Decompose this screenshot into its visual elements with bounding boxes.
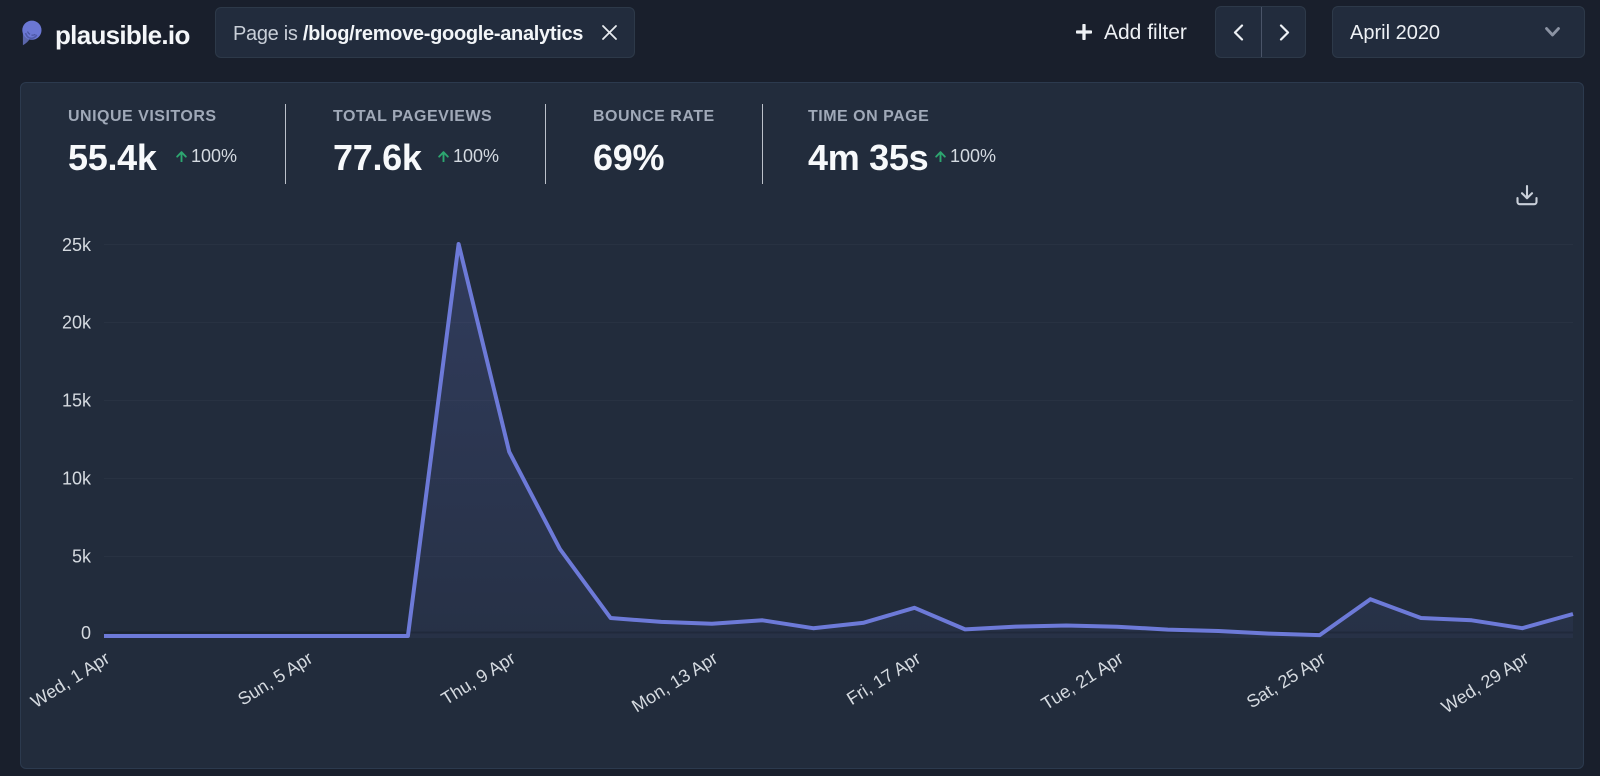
svg-text:Fri, 17 Apr: Fri, 17 Apr	[843, 648, 924, 709]
svg-text:Mon, 13 Apr: Mon, 13 Apr	[628, 648, 721, 716]
svg-text:Sun, 5 Apr: Sun, 5 Apr	[234, 648, 316, 710]
svg-text:5k: 5k	[72, 547, 92, 567]
svg-text:15k: 15k	[62, 391, 92, 411]
svg-text:Wed, 1 Apr: Wed, 1 Apr	[27, 648, 113, 712]
svg-text:0: 0	[81, 623, 91, 643]
svg-text:Thu, 9 Apr: Thu, 9 Apr	[438, 648, 519, 709]
svg-text:Wed, 29 Apr: Wed, 29 Apr	[1438, 648, 1532, 717]
svg-text:20k: 20k	[62, 313, 92, 333]
svg-text:25k: 25k	[62, 235, 92, 255]
svg-text:Tue, 21 Apr: Tue, 21 Apr	[1038, 648, 1127, 714]
svg-text:10k: 10k	[62, 469, 92, 489]
svg-text:Sat, 25 Apr: Sat, 25 Apr	[1243, 648, 1329, 712]
